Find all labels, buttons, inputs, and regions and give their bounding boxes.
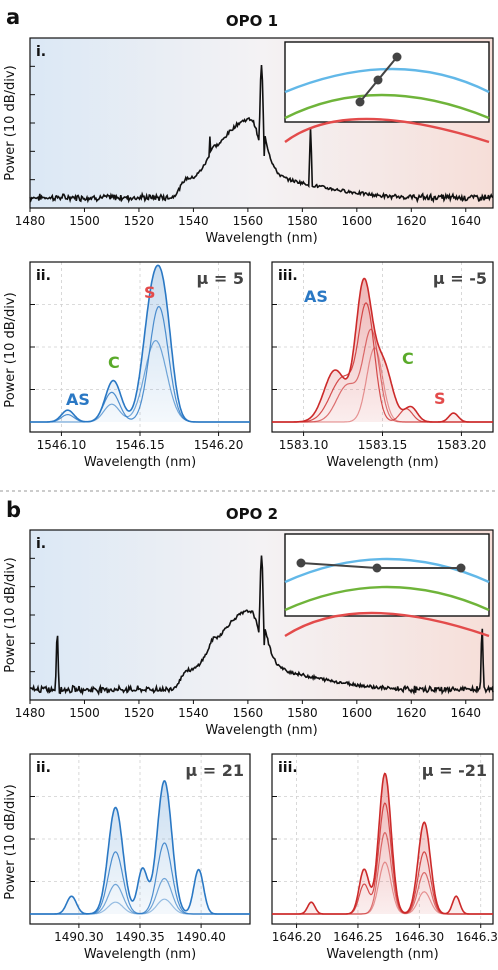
x-tick-label: 1546.10	[37, 438, 87, 452]
series-line	[30, 898, 250, 915]
chart-b-i: 1480 1500 1520 1540 1560 1580 1600 1620 1640 i. Wa…	[3, 529, 494, 738]
series-fill	[30, 780, 250, 914]
x-tick-label: 1646.20	[272, 930, 322, 944]
subpanel-label: ii.	[36, 268, 51, 284]
inset-curve-red	[284, 117, 490, 144]
series-line	[272, 277, 493, 423]
series-fill	[272, 773, 493, 914]
x-tick-label: 1583.15	[358, 438, 408, 452]
subpanel-label: iii.	[278, 268, 298, 284]
inset-frame	[284, 41, 490, 123]
panel-letter-a: a	[6, 5, 20, 29]
chart-b-iii: 1646.20 1646.25 1646.30 1646.35 iii. μ = -21 W…	[271, 753, 498, 962]
x-tick-label: 1540	[178, 706, 209, 720]
panel-title-a: OPO 1	[226, 12, 278, 30]
inset-point	[355, 97, 365, 107]
x-tick-label: 1500	[69, 214, 100, 228]
subpanel-label: i.	[36, 536, 46, 552]
x-tick-label: 1546.15	[115, 438, 165, 452]
x-axis-label: Wavelength (nm)	[84, 947, 196, 962]
mu-label: μ = 21	[185, 761, 244, 780]
y-axis-label: Power (10 dB/div)	[3, 292, 18, 407]
x-tick-label: 1520	[124, 706, 155, 720]
x-tick-label: 1560	[233, 214, 264, 228]
x-axis-label: Wavelength (nm)	[205, 723, 317, 738]
series-fill	[272, 278, 493, 422]
inset-point	[296, 558, 306, 568]
series-line	[272, 772, 493, 915]
x-tick-label: 1520	[124, 214, 155, 228]
panel-title-b: OPO 2	[226, 505, 278, 523]
x-tick-label: 1480	[15, 706, 46, 720]
x-tick-label: 1583.20	[437, 438, 487, 452]
inset-point	[372, 563, 382, 573]
panel-letter-b: b	[6, 498, 21, 522]
x-tick-label: 1580	[287, 706, 318, 720]
x-tick-label: 1600	[342, 214, 373, 228]
x-tick-label: 1546.20	[194, 438, 244, 452]
x-tick-label: 1583.10	[279, 438, 329, 452]
y-axis-label: Power (10 dB/div)	[3, 784, 18, 899]
x-tick-label: 1580	[287, 214, 318, 228]
x-tick-label: 1560	[233, 706, 264, 720]
x-axis-label: Wavelength (nm)	[84, 455, 196, 470]
mu-label: μ = -5	[433, 269, 487, 288]
x-axis-label: Wavelength (nm)	[326, 947, 438, 962]
x-tick-label: 1490.40	[176, 930, 226, 944]
x-axis-label: Wavelength (nm)	[205, 231, 317, 246]
annotation-as: AS	[304, 287, 328, 306]
spectrum-line	[29, 555, 494, 696]
inset-point	[392, 52, 402, 62]
chart-b-ii: 1490.30 1490.35 1490.40 ii. μ = 21 Wavelength…	[3, 753, 251, 962]
x-tick-label: 1490.35	[115, 930, 165, 944]
x-tick-label: 1600	[342, 706, 373, 720]
inset-curve-red	[284, 611, 490, 638]
x-tick-label: 1620	[396, 214, 427, 228]
inset-curve-blue	[284, 67, 490, 94]
series-line	[272, 328, 493, 423]
x-tick-label: 1646.35	[456, 930, 498, 944]
subpanel-label: ii.	[36, 760, 51, 776]
x-tick-label: 1540	[178, 214, 209, 228]
series-line	[272, 832, 493, 915]
x-axis-label: Wavelength (nm)	[326, 455, 438, 470]
x-tick-label: 1500	[69, 706, 100, 720]
inset-curve-green	[284, 93, 490, 120]
annotation-c: C	[402, 349, 414, 368]
chart-a-ii: 1546.10 1546.15 1546.20 ii. μ = 5 Wavelength …	[3, 261, 251, 470]
x-tick-label: 1490.30	[54, 930, 104, 944]
x-tick-label: 1646.25	[333, 930, 383, 944]
inset-frame	[284, 533, 490, 617]
x-tick-label: 1620	[396, 706, 427, 720]
series-line	[272, 861, 493, 915]
annotation-as: AS	[66, 390, 90, 409]
series-line	[30, 877, 250, 915]
x-tick-label: 1480	[15, 214, 46, 228]
chart-a-i: 1480 1500 1520 1540 1560 1580 1600 1620 1640 i. Wa…	[3, 37, 494, 246]
series-line	[30, 339, 250, 423]
chart-a-iii: 1583.10 1583.15 1583.20 iii. μ = -5 Wavelengt…	[271, 261, 494, 470]
inset-curve-blue	[284, 557, 490, 584]
subpanel-label: i.	[36, 44, 46, 60]
subpanel-label: iii.	[278, 760, 298, 776]
y-axis-label: Power (10 dB/div)	[3, 65, 18, 180]
inset-point	[456, 563, 466, 573]
x-tick-label: 1646.30	[395, 930, 445, 944]
annotation-s: S	[144, 283, 156, 302]
x-tick-label: 1640	[450, 706, 481, 720]
series-line	[272, 347, 493, 423]
inset-curve-green	[284, 585, 490, 612]
inset-point	[373, 75, 383, 85]
mu-label: μ = -21	[422, 761, 487, 780]
annotation-c: C	[108, 353, 120, 372]
mu-label: μ = 5	[197, 269, 244, 288]
spectrum-line	[29, 65, 494, 204]
annotation-s: S	[434, 389, 446, 408]
x-tick-label: 1640	[450, 214, 481, 228]
y-axis-label: Power (10 dB/div)	[3, 557, 18, 672]
